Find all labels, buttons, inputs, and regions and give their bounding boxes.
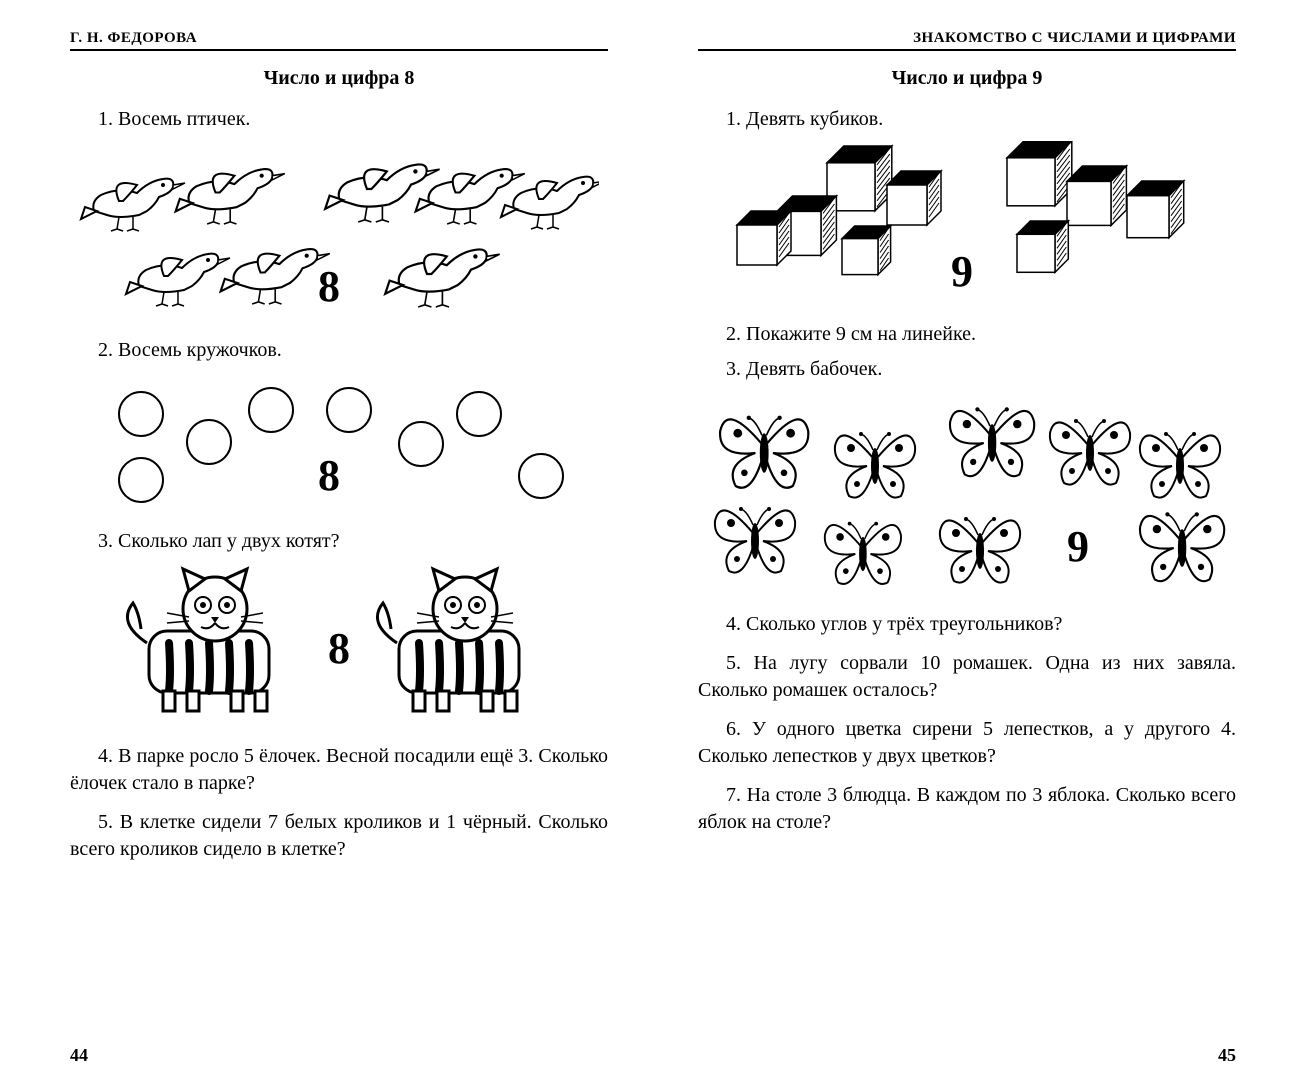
page-right: ЗНАКОМСТВО С ЧИСЛАМИ И ЦИФРАМИ Число и ц… <box>653 30 1266 1060</box>
svg-text:8: 8 <box>328 624 350 673</box>
circle-icon <box>327 388 371 432</box>
butterfly-icon <box>1140 432 1220 498</box>
cats-illustration: 8 <box>70 563 608 723</box>
right-q7: 7. На столе 3 блюдца. В каждом по 3 ябло… <box>698 782 1236 836</box>
right-q3: 3. Девять бабочек. <box>698 356 1236 383</box>
butterfly-icon <box>835 432 915 498</box>
circles-illustration: 8 <box>70 372 608 512</box>
birds-illustration: 8 <box>70 141 608 321</box>
cubes-illustration: 9 <box>698 141 1236 301</box>
bird-icon <box>221 249 330 304</box>
left-q1: 1. Восемь птичек. <box>70 106 608 133</box>
svg-text:8: 8 <box>318 262 340 311</box>
cube-icon <box>887 171 941 225</box>
right-q4: 4. Сколько углов у трёх треугольников? <box>698 611 1236 638</box>
circle-icon <box>187 420 231 464</box>
right-q2: 2. Покажите 9 см на линейке. <box>698 321 1236 348</box>
circle-icon <box>119 458 163 502</box>
butterfly-icon <box>715 507 795 573</box>
circle-icon <box>249 388 293 432</box>
bird-icon <box>126 254 230 306</box>
left-q4: 4. В парке росло 5 ёлочек. Весной посади… <box>70 743 608 797</box>
butterflies-illustration: 9 <box>698 391 1236 591</box>
cat-icon <box>127 569 269 711</box>
cat-icon <box>377 569 519 711</box>
title-right: Число и цифра 9 <box>698 67 1236 90</box>
page-number-left: 44 <box>70 1045 88 1066</box>
bird-icon <box>416 169 525 224</box>
circle-icon <box>519 454 563 498</box>
running-head-right: ЗНАКОМСТВО С ЧИСЛАМИ И ЦИФРАМИ <box>698 30 1236 51</box>
circle-icon <box>119 392 163 436</box>
circle-icon <box>457 392 501 436</box>
page-left: Г. Н. ФЕДОРОВА Число и цифра 8 1. Восемь… <box>40 30 653 1060</box>
svg-text:9: 9 <box>1067 522 1089 571</box>
left-q3: 3. Сколько лап у двух котят? <box>70 528 608 555</box>
bird-icon <box>81 179 185 231</box>
butterfly-icon <box>1140 512 1224 581</box>
cube-icon <box>1007 141 1072 206</box>
cube-icon <box>1127 181 1184 238</box>
running-head-left: Г. Н. ФЕДОРОВА <box>70 30 608 51</box>
butterfly-icon <box>720 416 808 488</box>
left-q5: 5. В клетке сидели 7 белых кроликов и 1 … <box>70 809 608 863</box>
right-q6: 6. У одного цветка сирени 5 лепестков, а… <box>698 716 1236 770</box>
butterfly-icon <box>940 517 1020 583</box>
cube-icon <box>1017 221 1068 272</box>
svg-text:9: 9 <box>951 247 973 296</box>
svg-text:8: 8 <box>318 451 340 500</box>
right-q5: 5. На лугу сорвали 10 ромашек. Одна из н… <box>698 650 1236 704</box>
bird-icon <box>501 177 599 229</box>
left-q2: 2. Восемь кружочков. <box>70 337 608 364</box>
bird-icon <box>325 164 439 222</box>
bird-icon <box>176 169 285 224</box>
bird-icon <box>385 249 499 307</box>
right-q1: 1. Девять кубиков. <box>698 106 1236 133</box>
circle-icon <box>399 422 443 466</box>
butterfly-icon <box>950 407 1034 476</box>
cube-icon <box>1067 166 1126 225</box>
butterfly-icon <box>825 522 901 584</box>
butterfly-icon <box>1050 419 1130 485</box>
cube-icon <box>842 226 891 275</box>
title-left: Число и цифра 8 <box>70 67 608 90</box>
cube-icon <box>737 211 791 265</box>
page-number-right: 45 <box>1218 1045 1236 1066</box>
